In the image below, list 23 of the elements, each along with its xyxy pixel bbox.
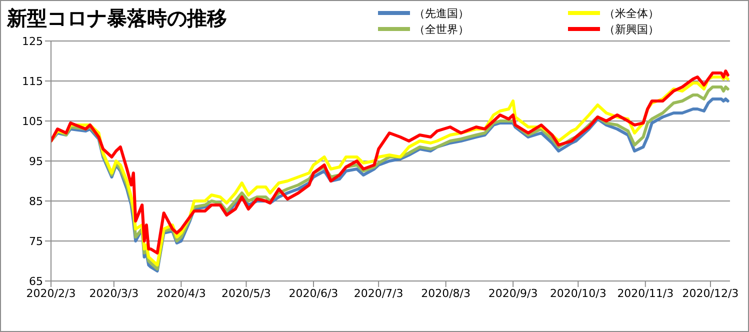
legend-label: （新興国） [604, 22, 659, 36]
x-tick-label: 2020/12/3 [682, 286, 739, 300]
x-tick-label: 2020/8/3 [421, 286, 471, 300]
x-tick-label: 2020/10/3 [550, 286, 606, 300]
legend-label: （全世界） [414, 22, 469, 36]
y-tick-label: 65 [29, 274, 43, 288]
y-tick-label: 105 [22, 114, 43, 128]
chart-title: 新型コロナ暴落時の推移 [7, 5, 227, 32]
x-tick-label: 2020/9/3 [488, 286, 538, 300]
y-tick-label: 115 [22, 74, 43, 88]
legend-label: （先進国） [414, 6, 469, 20]
y-tick-label: 95 [29, 154, 43, 168]
x-tick-label: 2020/2/3 [26, 286, 76, 300]
x-tick-label: 2020/7/3 [354, 286, 404, 300]
y-tick-label: 125 [22, 34, 43, 48]
x-tick-label: 2020/6/3 [288, 286, 338, 300]
x-tick-label: 2020/3/3 [89, 286, 139, 300]
y-tick-label: 75 [29, 234, 43, 248]
x-tick-label: 2020/4/3 [156, 286, 206, 300]
legend-label: （米全体） [604, 6, 659, 20]
x-tick-label: 2020/11/3 [617, 286, 674, 300]
y-tick-label: 85 [29, 194, 43, 208]
x-tick-label: 2020/5/3 [222, 286, 271, 300]
